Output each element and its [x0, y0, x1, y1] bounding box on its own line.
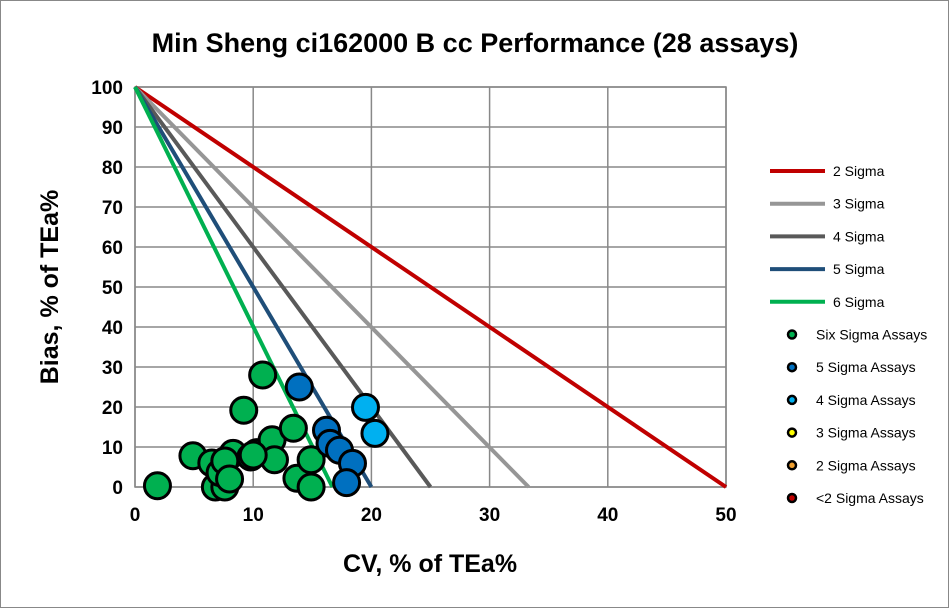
legend-label: 3 Sigma Assays — [816, 425, 916, 441]
data-point — [296, 472, 326, 502]
legend-marker-swatch — [786, 460, 798, 471]
data-point — [332, 468, 362, 498]
y-tick-label: 0 — [112, 478, 123, 499]
chart-title: Min Sheng ci162000 B cc Performance (28 … — [152, 28, 799, 58]
legend-label: 4 Sigma Assays — [816, 392, 916, 408]
sigma-line-4-sigma — [133, 85, 433, 489]
legend-label: <2 Sigma Assays — [816, 490, 924, 506]
y-tick-label: 20 — [102, 398, 123, 419]
y-tick-label: 10 — [102, 438, 123, 459]
legend-marker-swatch — [786, 394, 798, 406]
y-tick-label: 80 — [102, 158, 123, 179]
data-point — [284, 372, 314, 402]
y-tick-label: 50 — [102, 278, 123, 299]
y-tick-label: 90 — [102, 118, 123, 139]
legend-label: 5 Sigma Assays — [816, 359, 916, 375]
y-tick-label: 30 — [102, 358, 123, 379]
data-point — [360, 418, 390, 448]
legend-label: 2 Sigma Assays — [816, 457, 916, 473]
legend-marker-swatch — [786, 361, 798, 373]
y-tick-label: 40 — [102, 318, 123, 339]
data-point — [350, 392, 380, 422]
y-axis-label: Bias, % of TEa% — [36, 190, 64, 385]
data-point — [215, 464, 245, 494]
x-tick-label: 0 — [130, 505, 141, 526]
legend-label: 3 Sigma — [833, 196, 885, 212]
y-tick-label: 70 — [102, 198, 123, 219]
sigma-line-2-sigma — [133, 85, 728, 489]
legend-label: 6 Sigma — [833, 294, 885, 310]
legend-label: Six Sigma Assays — [816, 327, 927, 343]
x-axis-label: CV, % of TEa% — [343, 550, 517, 578]
y-tick-label: 60 — [102, 238, 123, 259]
legend-marker-swatch — [786, 427, 798, 438]
legend-label: 5 Sigma — [833, 261, 885, 277]
legend-label: 2 Sigma — [833, 163, 885, 179]
x-tick-label: 40 — [597, 505, 618, 526]
x-tick-label: 10 — [243, 505, 264, 526]
x-tick-label: 50 — [715, 505, 736, 526]
legend-label: 4 Sigma — [833, 228, 885, 244]
data-point — [296, 445, 326, 475]
data-point — [278, 413, 308, 443]
legend-marker-swatch — [786, 329, 798, 340]
data-point — [248, 360, 278, 390]
sigma-line-3-sigma — [133, 85, 531, 489]
data-point — [142, 471, 172, 501]
data-point — [238, 440, 268, 470]
data-point — [229, 395, 259, 425]
legend-marker-swatch — [786, 492, 798, 504]
y-tick-label: 100 — [91, 78, 123, 99]
x-tick-label: 30 — [479, 505, 500, 526]
x-tick-label: 20 — [361, 505, 382, 526]
